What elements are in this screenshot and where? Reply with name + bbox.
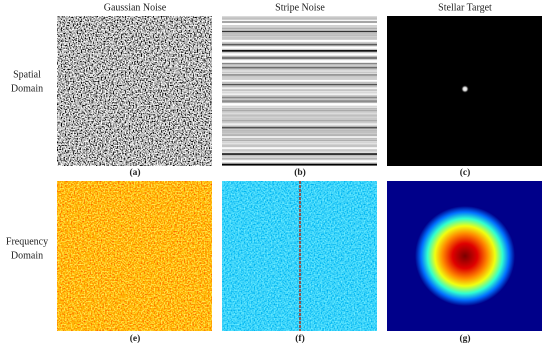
panel-label: (f) — [295, 333, 305, 344]
stellar-psf — [415, 206, 515, 306]
panel-label: (c) — [460, 167, 471, 178]
gaussian-spectrum — [57, 181, 212, 331]
panel-label: (b) — [294, 167, 306, 178]
column-header: Gaussian Noise — [104, 2, 167, 13]
panel-label: (a) — [129, 167, 140, 178]
panel-label: (g) — [459, 333, 470, 344]
row-label: Domain — [11, 83, 43, 94]
panel-label: (e) — [130, 333, 141, 344]
row-label: Frequency — [6, 236, 48, 247]
column-header: Stellar Target — [438, 2, 492, 13]
gaussian-noise-image — [57, 16, 212, 166]
row-label: Spatial — [13, 69, 41, 80]
stripe-noise-image — [222, 16, 377, 166]
star-spot — [461, 85, 469, 93]
row-label: Domain — [11, 250, 43, 261]
headers: Gaussian Noise Stripe Noise Stellar Targ… — [104, 2, 492, 13]
column-header: Stripe Noise — [275, 2, 325, 13]
